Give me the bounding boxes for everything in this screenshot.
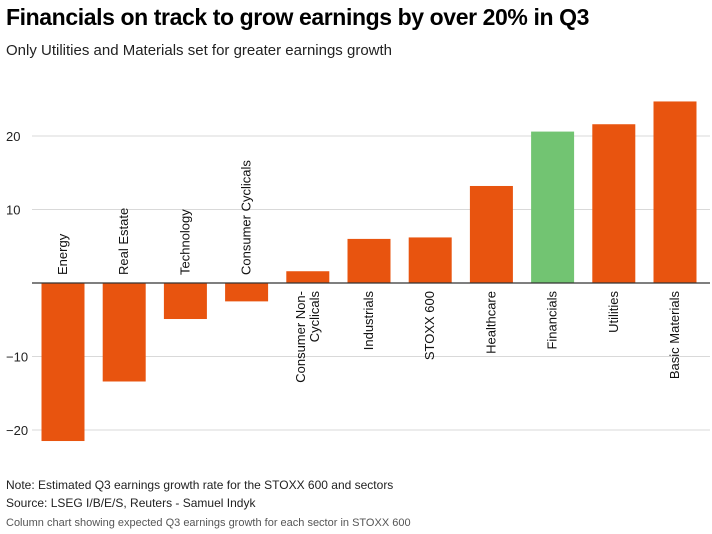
bar-consumer-non-cyclicals bbox=[286, 271, 330, 283]
category-label-text: Utilities bbox=[606, 291, 621, 333]
category-label: Financials bbox=[545, 291, 560, 350]
chart-caption: Column chart showing expected Q3 earning… bbox=[6, 517, 411, 529]
bar-technology bbox=[163, 283, 207, 320]
category-label-text: Consumer Non- bbox=[293, 291, 308, 383]
bar-healthcare bbox=[469, 185, 513, 283]
bar-utilities bbox=[592, 124, 636, 284]
chart-title: Financials on track to grow earnings by … bbox=[6, 4, 589, 30]
category-label-text: STOXX 600 bbox=[422, 291, 437, 360]
category-label: Real Estate bbox=[116, 208, 131, 275]
bar-consumer-cyclicals bbox=[225, 283, 269, 302]
category-label: Energy bbox=[55, 233, 70, 275]
category-label-text: Real Estate bbox=[116, 208, 131, 275]
y-tick-label: 10 bbox=[6, 203, 20, 218]
category-label: Industrials bbox=[361, 291, 376, 351]
category-label-text: Cyclicals bbox=[307, 291, 322, 343]
y-tick-label: 20 bbox=[6, 129, 20, 144]
category-label-text: Technology bbox=[177, 209, 192, 275]
bar-stoxx-600 bbox=[408, 237, 452, 283]
category-label-text: Industrials bbox=[361, 291, 376, 351]
bars bbox=[41, 101, 697, 442]
category-label-text: Healthcare bbox=[483, 291, 498, 354]
category-label: Consumer Non- Cyclicals bbox=[293, 291, 322, 383]
category-label-text: Consumer Cyclicals bbox=[239, 160, 254, 275]
category-label: STOXX 600 bbox=[422, 291, 437, 360]
chart-source: Source: LSEG I/B/E/S, Reuters - Samuel I… bbox=[6, 496, 256, 510]
bar-industrials bbox=[347, 238, 391, 283]
chart-note: Note: Estimated Q3 earnings growth rate … bbox=[6, 478, 394, 492]
bar-real-estate bbox=[102, 283, 146, 382]
category-label-text: Energy bbox=[55, 233, 70, 275]
bar-energy bbox=[41, 283, 85, 442]
category-label: Basic Materials bbox=[667, 291, 682, 380]
category-label: Technology bbox=[177, 209, 192, 275]
bar-basic-materials bbox=[653, 101, 697, 283]
category-labels: Energy Real Estate Technology Consumer Cycl… bbox=[55, 160, 682, 383]
y-tick-label: −20 bbox=[6, 423, 28, 438]
category-label-text: Financials bbox=[545, 291, 560, 350]
category-label: Utilities bbox=[606, 291, 621, 333]
chart-subtitle: Only Utilities and Materials set for gre… bbox=[6, 42, 393, 59]
y-tick-label: −10 bbox=[6, 350, 28, 365]
category-label-text: Basic Materials bbox=[667, 291, 682, 380]
category-label: Consumer Cyclicals bbox=[239, 160, 254, 275]
category-label: Healthcare bbox=[483, 291, 498, 354]
y-tick-labels: −20 −10 10 20 bbox=[6, 129, 28, 438]
bar-financials bbox=[531, 131, 575, 283]
